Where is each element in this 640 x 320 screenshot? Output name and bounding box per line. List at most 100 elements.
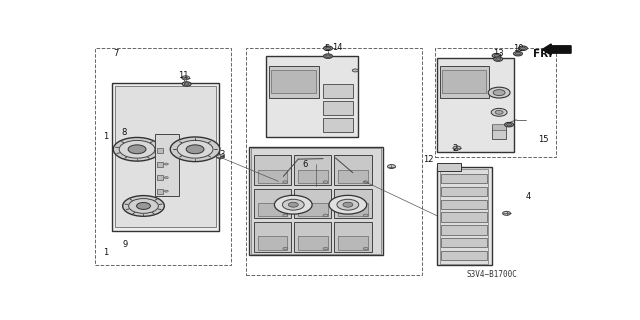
- Bar: [440, 251, 487, 260]
- Bar: [440, 212, 487, 222]
- Circle shape: [275, 195, 312, 214]
- Bar: [115, 86, 216, 227]
- Bar: [266, 56, 358, 137]
- Bar: [437, 58, 514, 152]
- Circle shape: [513, 52, 522, 56]
- Circle shape: [164, 190, 168, 192]
- Bar: [294, 156, 332, 185]
- Bar: [442, 70, 486, 92]
- Circle shape: [324, 46, 332, 51]
- Circle shape: [282, 199, 304, 210]
- Circle shape: [364, 181, 368, 183]
- Text: 3: 3: [220, 150, 225, 159]
- Bar: [254, 189, 291, 218]
- Circle shape: [352, 69, 358, 72]
- Bar: [492, 124, 506, 130]
- Bar: [95, 48, 231, 265]
- Bar: [339, 236, 367, 250]
- Circle shape: [288, 202, 298, 207]
- Bar: [251, 148, 381, 254]
- Circle shape: [123, 196, 164, 216]
- Bar: [246, 48, 422, 275]
- Text: 12: 12: [423, 155, 433, 164]
- Bar: [157, 162, 163, 166]
- Circle shape: [170, 137, 220, 162]
- Circle shape: [495, 58, 500, 60]
- Circle shape: [323, 247, 328, 250]
- Text: 1: 1: [103, 248, 108, 257]
- Circle shape: [119, 140, 155, 158]
- Circle shape: [182, 82, 191, 86]
- Circle shape: [343, 202, 353, 207]
- Bar: [156, 134, 179, 196]
- Circle shape: [329, 195, 367, 214]
- Circle shape: [164, 163, 168, 165]
- Text: 14: 14: [332, 43, 342, 52]
- Circle shape: [164, 177, 168, 179]
- Bar: [323, 101, 353, 115]
- Bar: [323, 84, 353, 98]
- Polygon shape: [273, 158, 365, 205]
- Bar: [294, 222, 332, 252]
- Bar: [298, 236, 328, 250]
- Circle shape: [326, 55, 330, 57]
- Circle shape: [504, 123, 513, 127]
- Bar: [437, 163, 461, 172]
- Bar: [492, 124, 506, 140]
- Circle shape: [283, 214, 288, 217]
- Text: 9: 9: [122, 240, 127, 249]
- Circle shape: [186, 145, 204, 154]
- Circle shape: [324, 54, 332, 58]
- Bar: [440, 200, 487, 209]
- Text: 4: 4: [525, 192, 531, 201]
- Bar: [254, 222, 291, 252]
- Circle shape: [495, 110, 503, 114]
- Bar: [440, 174, 487, 183]
- Circle shape: [491, 108, 507, 116]
- Bar: [323, 118, 353, 132]
- Bar: [435, 48, 556, 157]
- Text: 15: 15: [538, 135, 548, 144]
- Bar: [258, 203, 287, 216]
- Circle shape: [337, 199, 359, 210]
- Circle shape: [136, 203, 150, 209]
- Circle shape: [216, 155, 225, 159]
- Bar: [437, 166, 492, 265]
- Circle shape: [326, 47, 330, 50]
- Circle shape: [364, 214, 368, 217]
- Bar: [294, 189, 332, 218]
- Circle shape: [323, 181, 328, 183]
- Text: 10: 10: [513, 44, 524, 53]
- Bar: [157, 175, 163, 180]
- Bar: [258, 170, 287, 183]
- Text: 13: 13: [493, 49, 504, 58]
- Circle shape: [388, 164, 396, 169]
- Bar: [254, 156, 291, 185]
- Circle shape: [488, 87, 510, 98]
- Bar: [335, 189, 372, 218]
- Circle shape: [518, 46, 527, 51]
- Text: 7: 7: [113, 49, 119, 58]
- Circle shape: [515, 52, 520, 55]
- Circle shape: [184, 83, 189, 85]
- Circle shape: [283, 181, 288, 183]
- Text: 2: 2: [453, 144, 458, 153]
- Bar: [112, 83, 219, 231]
- Text: 1: 1: [103, 132, 108, 141]
- Circle shape: [364, 247, 368, 250]
- Bar: [298, 203, 328, 216]
- Circle shape: [129, 198, 158, 213]
- Bar: [339, 170, 367, 183]
- Circle shape: [323, 214, 328, 217]
- Circle shape: [493, 90, 505, 96]
- Circle shape: [453, 146, 461, 150]
- Circle shape: [492, 53, 501, 58]
- Text: 11: 11: [178, 71, 188, 80]
- Bar: [440, 225, 487, 235]
- Circle shape: [283, 247, 288, 250]
- Text: 6: 6: [302, 160, 307, 169]
- Text: 5: 5: [324, 44, 329, 53]
- Bar: [440, 187, 487, 196]
- Circle shape: [502, 212, 511, 215]
- Bar: [298, 170, 328, 183]
